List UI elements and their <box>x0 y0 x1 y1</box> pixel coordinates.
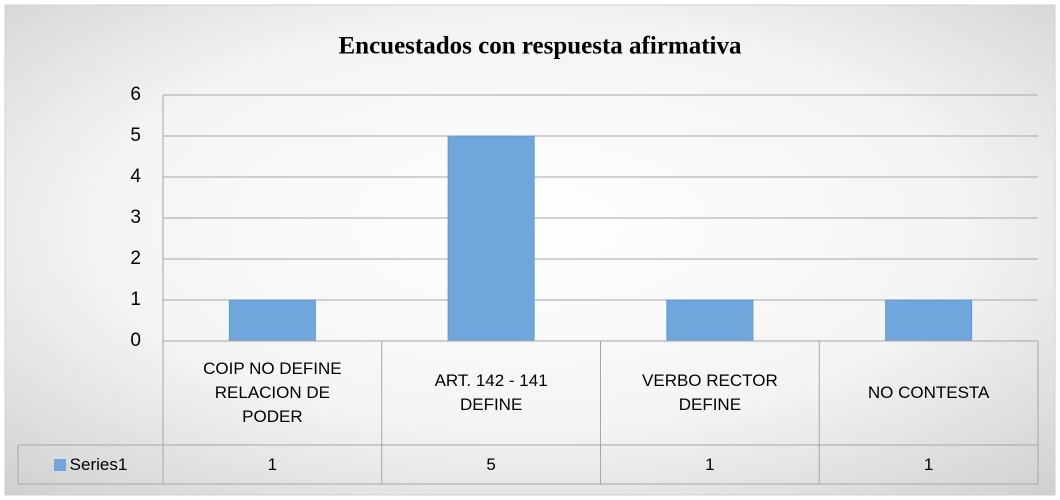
legend-label: Series1 <box>69 454 128 474</box>
x-tick-label: COIP NO DEFINE RELACION DE PODER <box>203 359 342 426</box>
y-tick-label: 6 <box>130 84 141 105</box>
table-value: 5 <box>486 454 496 474</box>
legend-key <box>53 458 66 471</box>
x-tick-label: NO CONTESTA <box>867 383 990 402</box>
bar <box>447 135 535 342</box>
y-tick-label: 1 <box>130 289 141 310</box>
table-value: 1 <box>705 454 715 474</box>
x-tick-label: ART. 142 - 141 DEFINE <box>434 371 548 414</box>
y-tick-label: 0 <box>130 330 141 351</box>
y-tick-label: 2 <box>130 248 141 269</box>
x-tick-label: VERBO RECTOR DEFINE <box>642 371 778 414</box>
bar <box>666 299 754 342</box>
y-tick-label: 4 <box>130 166 141 187</box>
bar <box>885 299 973 342</box>
table-value: 1 <box>267 454 278 474</box>
y-tick-label: 3 <box>130 207 141 228</box>
table-value: 1 <box>923 454 934 474</box>
chart-title: Encuestados con respuesta afirmativa <box>338 33 742 60</box>
y-tick-label: 5 <box>130 125 141 146</box>
series-name-cell: Series1 <box>18 445 163 484</box>
bar <box>228 299 316 342</box>
